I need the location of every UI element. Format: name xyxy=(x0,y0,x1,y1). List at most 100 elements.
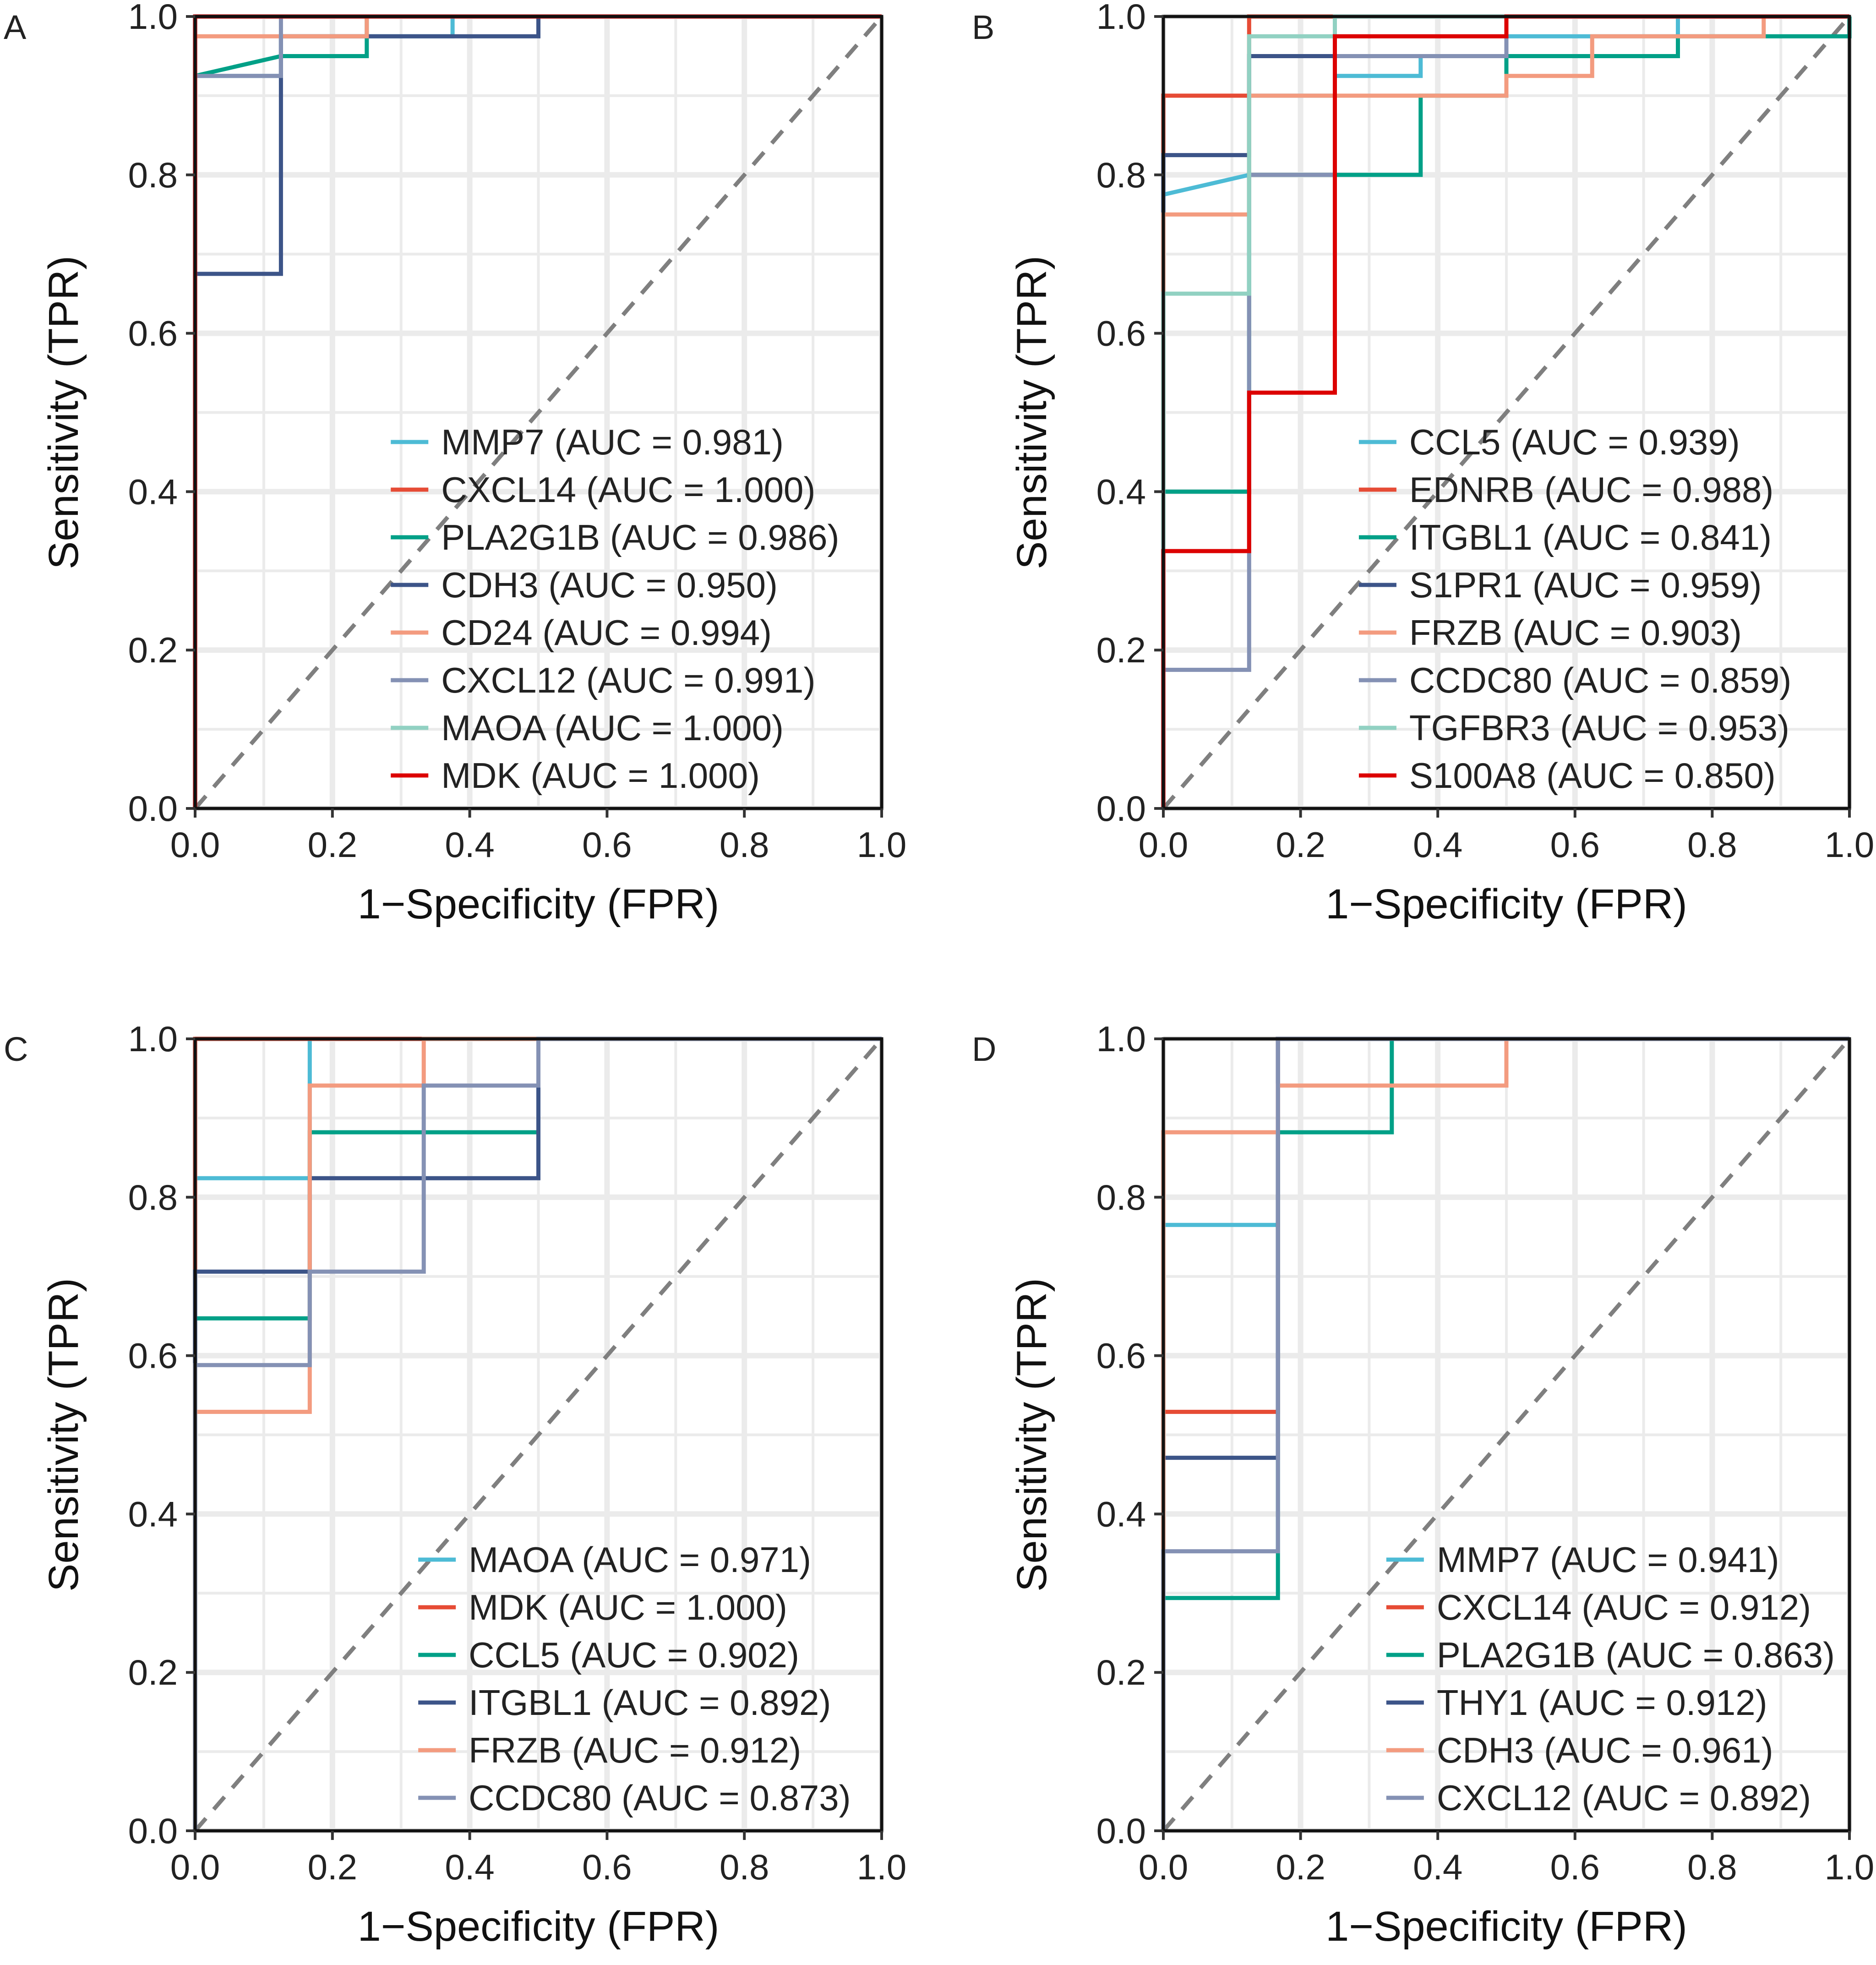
panel-d-y-axis-title: Sensitivity (TPR) xyxy=(1009,1278,1055,1592)
panel-d-y-tick-label: 0.8 xyxy=(1096,1177,1146,1217)
panel-c-y-tick-label: 0.2 xyxy=(128,1652,178,1692)
panel-b-y-axis-title: Sensitivity (TPR) xyxy=(1009,256,1055,569)
panel-d-x-tick-label: 1.0 xyxy=(1825,1847,1874,1887)
panel-c: C 0.0 0.2 0.4 0.6 0.8 1.0 0.0 0.2 0.4 0.6 0.8 1.0 1−S… xyxy=(4,1019,906,1950)
panel-a-x-tick-label: 1.0 xyxy=(857,824,906,865)
panel-a-x-tick-label: 0.8 xyxy=(720,824,769,865)
panel-b-roc-curve-s100a8 xyxy=(1161,14,1849,808)
panel-a-legend-label-pla2g1b: PLA2G1B (AUC = 0.986) xyxy=(441,517,839,557)
panel-c-x-tick-label: 0.2 xyxy=(308,1847,357,1887)
panel-b-letter: B xyxy=(972,8,994,46)
panel-d-legend-label-pla2g1b: PLA2G1B (AUC = 0.863) xyxy=(1437,1635,1835,1675)
panel-a-y-tick-label: 0.8 xyxy=(128,155,178,195)
panel-b-legend: CCL5 (AUC = 0.939) EDNRB (AUC = 0.988) ITG… xyxy=(1358,422,1791,796)
panel-b: B 0.0 0.2 0.4 0.6 0.8 1.0 0.0 0.2 0.4 0.6 0.8 1.0 1−S… xyxy=(972,0,1874,928)
panel-b-x-tick-label: 0.4 xyxy=(1413,824,1462,865)
panel-b-y-tick-label: 0.8 xyxy=(1096,155,1146,195)
panel-c-y-tick-label: 0.8 xyxy=(128,1177,178,1217)
panel-c-diagonal-reference xyxy=(193,1037,883,1832)
panel-b-roc-curve-frzb xyxy=(1161,14,1849,808)
panel-d-y-tick-label: 0.2 xyxy=(1096,1652,1146,1692)
panel-c-y-axis-title: Sensitivity (TPR) xyxy=(40,1278,87,1592)
panel-a-legend-label-cd24: CD24 (AUC = 0.994) xyxy=(441,612,772,653)
panel-b-x-tick-label: 0.0 xyxy=(1139,824,1188,865)
panel-c-x-tick-label: 0.0 xyxy=(170,1847,220,1887)
panel-a-legend-label-cxcl14: CXCL14 (AUC = 1.000) xyxy=(441,469,815,510)
panel-b-x-tick-label: 1.0 xyxy=(1825,824,1874,865)
panel-c-x-axis-title: 1−Specificity (FPR) xyxy=(358,1903,720,1950)
panel-b-x-tick-label: 0.2 xyxy=(1276,824,1325,865)
panel-c-x-tick-label: 0.4 xyxy=(445,1847,494,1887)
panel-a-legend-label-cxcl12: CXCL12 (AUC = 0.991) xyxy=(441,660,815,700)
panel-c-legend-label-maoa: MAOA (AUC = 0.971) xyxy=(469,1539,811,1580)
panel-d-letter: D xyxy=(972,1030,996,1068)
panel-d-y-tick-label: 0.4 xyxy=(1096,1494,1146,1534)
panel-b-legend-label-ccdc80: CCDC80 (AUC = 0.859) xyxy=(1409,660,1791,700)
panel-b-border xyxy=(1162,15,1851,810)
panel-d-legend-label-mmp7: MMP7 (AUC = 0.941) xyxy=(1437,1539,1779,1580)
panel-b-y-tick-label: 0.4 xyxy=(1096,471,1146,512)
panel-b-legend-label-ednrb: EDNRB (AUC = 0.988) xyxy=(1409,469,1773,510)
panel-b-legend-label-itgbl1: ITGBL1 (AUC = 0.841) xyxy=(1409,517,1772,557)
panel-a-y-tick-label: 0.4 xyxy=(128,471,178,512)
panel-b-legend-label-ccl5: CCL5 (AUC = 0.939) xyxy=(1409,422,1740,462)
panel-d-legend-label-cdh3: CDH3 (AUC = 0.961) xyxy=(1437,1730,1773,1770)
panel-c-y-tick-label: 0.0 xyxy=(128,1811,178,1851)
panel-c-x-tick-label: 1.0 xyxy=(857,1847,906,1887)
panel-b-x-axis-title: 1−Specificity (FPR) xyxy=(1325,881,1687,928)
panel-a-x-tick-label: 0.4 xyxy=(445,824,494,865)
panel-d-legend-label-thy1: THY1 (AUC = 0.912) xyxy=(1437,1682,1767,1723)
panel-a-y-tick-label: 1.0 xyxy=(128,0,178,37)
panel-c-roc-curve-ccdc80 xyxy=(193,1037,882,1831)
panel-b-legend-label-s1pr1: S1PR1 (AUC = 0.959) xyxy=(1409,565,1762,605)
panel-c-legend-label-ccdc80: CCDC80 (AUC = 0.873) xyxy=(469,1778,851,1818)
panel-d-x-tick-label: 0.2 xyxy=(1276,1847,1325,1887)
panel-d-x-tick-label: 0.8 xyxy=(1687,1847,1737,1887)
panel-b-diagonal-reference xyxy=(1162,15,1851,810)
panel-b-y-tick-label: 1.0 xyxy=(1096,0,1146,37)
panel-a-legend-label-maoa: MAOA (AUC = 1.000) xyxy=(441,708,784,748)
panel-a-border xyxy=(193,15,883,810)
panel-a-legend-label-mmp7: MMP7 (AUC = 0.981) xyxy=(441,422,784,462)
panel-c-legend: MAOA (AUC = 0.971) MDK (AUC = 1.000) CCL5 … xyxy=(418,1539,851,1818)
panel-a-legend-label-cdh3: CDH3 (AUC = 0.950) xyxy=(441,565,778,605)
panel-a-x-tick-label: 0.0 xyxy=(170,824,220,865)
panel-b-legend-label-s100a8: S100A8 (AUC = 0.850) xyxy=(1409,755,1776,796)
panel-d-legend: MMP7 (AUC = 0.941) CXCL14 (AUC = 0.912) PL… xyxy=(1386,1539,1835,1818)
panel-c-y-tick-label: 0.4 xyxy=(128,1494,178,1534)
panel-d-x-tick-label: 0.6 xyxy=(1550,1847,1600,1887)
panel-d-x-tick-label: 0.0 xyxy=(1139,1847,1188,1887)
panel-d-x-tick-label: 0.4 xyxy=(1413,1847,1462,1887)
panel-c-legend-label-ccl5: CCL5 (AUC = 0.902) xyxy=(469,1635,799,1675)
panel-d-border xyxy=(1162,1037,1851,1833)
panel-a-y-axis-title: Sensitivity (TPR) xyxy=(40,256,87,569)
panel-a-letter: A xyxy=(4,8,27,46)
panel-c-x-tick-label: 0.6 xyxy=(582,1847,632,1887)
panel-c-border xyxy=(193,1037,883,1833)
panel-a: A 0.0 0.2 0.4 0.6 0.8 1.0 0.0 0.2 0.4 0.6 0.8 1.0 1−S… xyxy=(4,0,906,928)
panel-c-x-tick-label: 0.8 xyxy=(720,1847,769,1887)
panel-a-y-tick-label: 0.0 xyxy=(128,788,178,829)
panel-d-y-tick-label: 0.6 xyxy=(1096,1336,1146,1376)
panel-b-legend-label-tgfbr3: TGFBR3 (AUC = 0.953) xyxy=(1409,708,1789,748)
panel-a-legend-label-mdk: MDK (AUC = 1.000) xyxy=(441,755,760,796)
panel-a-x-tick-label: 0.6 xyxy=(582,824,632,865)
panel-b-y-tick-label: 0.2 xyxy=(1096,630,1146,670)
panel-c-legend-label-mdk: MDK (AUC = 1.000) xyxy=(469,1587,787,1627)
panel-d: D 0.0 0.2 0.4 0.6 0.8 1.0 0.0 0.2 0.4 0.6 0.8 1.0 1−S… xyxy=(972,1019,1874,1950)
panel-c-legend-label-frzb: FRZB (AUC = 0.912) xyxy=(469,1730,801,1770)
panel-c-y-tick-label: 0.6 xyxy=(128,1336,178,1376)
panel-d-legend-label-cxcl14: CXCL14 (AUC = 0.912) xyxy=(1437,1587,1811,1627)
panel-b-x-tick-label: 0.6 xyxy=(1550,824,1600,865)
panel-c-y-tick-label: 1.0 xyxy=(128,1019,178,1059)
panel-d-x-axis-title: 1−Specificity (FPR) xyxy=(1325,1903,1687,1950)
panel-d-y-tick-label: 0.0 xyxy=(1096,1811,1146,1851)
panel-d-y-tick-label: 1.0 xyxy=(1096,1019,1146,1059)
panel-c-letter: C xyxy=(4,1030,28,1068)
panel-c-legend-label-itgbl1: ITGBL1 (AUC = 0.892) xyxy=(469,1682,831,1723)
panel-a-x-axis-title: 1−Specificity (FPR) xyxy=(358,881,720,928)
panel-a-x-tick-label: 0.2 xyxy=(308,824,357,865)
panel-b-legend-label-frzb: FRZB (AUC = 0.903) xyxy=(1409,612,1742,653)
panel-b-x-tick-label: 0.8 xyxy=(1687,824,1737,865)
